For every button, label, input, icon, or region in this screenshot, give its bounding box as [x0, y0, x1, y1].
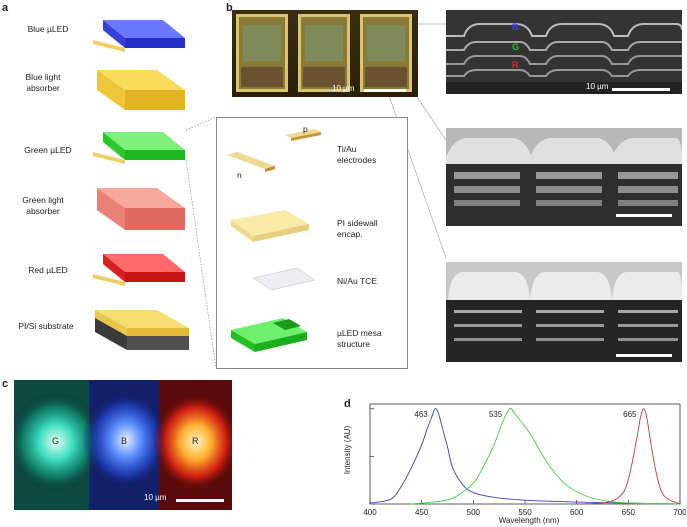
layer-label-green-uled: Green µLED	[24, 145, 72, 155]
ni-au-tce	[252, 267, 316, 291]
x-tick-label-650: 650	[622, 508, 636, 517]
ni-au-tce-label: Ni/Au TCE	[337, 276, 377, 286]
layer-label-substrate: PI/Si substrate	[18, 321, 74, 331]
series-layer	[369, 407, 681, 505]
optical-pixel-1	[236, 14, 288, 92]
panel-letter-b: b	[226, 2, 233, 14]
emission-label-g: G	[52, 436, 60, 446]
n-electrode	[227, 152, 275, 172]
spectrum-line-665	[576, 408, 681, 505]
emission-photo: G B R 10 µm	[14, 380, 232, 510]
layer-label-green-absorber: Green light absorber	[22, 195, 64, 216]
emission-scale-label: 10 µm	[144, 493, 167, 502]
green-uled-layer	[93, 132, 185, 164]
sem-letter-b: B	[512, 22, 519, 32]
optical-scale-bar	[364, 89, 406, 92]
x-axis-title: Wavelength (nm)	[499, 516, 560, 525]
sem-scale-bar-3	[616, 354, 672, 357]
optical-scale-label: 10 µm	[332, 84, 355, 93]
sem-image-2	[446, 128, 682, 226]
uled-structure-inset: p n Ti/Au electrodes PI sidewall encap. …	[216, 117, 408, 369]
red-uled-layer	[93, 254, 185, 286]
sem-image-3-drawing	[446, 262, 682, 362]
y-axis-title: Intensity (AU)	[344, 425, 352, 474]
x-tick-label-450: 450	[415, 508, 429, 517]
pi-sidewall	[231, 210, 309, 242]
substrate-layer	[95, 310, 189, 350]
ti-au-electrodes-label: Ti/Au electrodes	[337, 144, 377, 165]
sem-image-2-drawing	[446, 128, 682, 226]
optical-pixel-2	[298, 14, 350, 92]
sem-scale-bar-2	[616, 214, 672, 217]
optical-micrograph: 10 µm	[232, 10, 418, 97]
panel-letter-d: d	[344, 398, 351, 410]
spectra-chart: 400 450 500 550 600 650 700 463 535 665 Waveleng…	[344, 403, 686, 525]
sem-letter-g: G	[512, 42, 520, 52]
layer-stack-drawing	[93, 20, 189, 350]
layer-label-red-uled: Red µLED	[28, 265, 68, 275]
peak-label-535: 535	[489, 410, 503, 419]
spectrum-line-463	[369, 408, 681, 505]
layer-label-blue-absorber: Blue light absorber	[25, 72, 61, 93]
blue-uled-layer	[93, 20, 185, 52]
emission-label-b: B	[121, 436, 128, 446]
peak-labels: 463 535 665	[414, 410, 637, 419]
sem-scale-bar-1	[612, 88, 670, 91]
sem-image-1: B G R 10 µm	[446, 10, 682, 94]
green-absorber-layer	[97, 188, 185, 230]
blue-absorber-layer	[97, 70, 185, 110]
optical-pixel-3	[360, 14, 412, 92]
panel-letter-a: a	[2, 2, 9, 14]
emission-label-r: R	[192, 436, 199, 446]
emission-photo-drawing	[14, 380, 232, 510]
sem-scale-label: 10 µm	[586, 82, 609, 91]
spectrum-line-535	[411, 407, 681, 505]
x-tick-label-600: 600	[570, 508, 584, 517]
emission-scale-bar	[176, 499, 224, 502]
p-label: p	[303, 124, 308, 134]
pi-sidewall-label: PI sidewall encap.	[337, 218, 378, 239]
x-tick-label-500: 500	[467, 508, 481, 517]
x-tick-label-550: 550	[518, 508, 532, 517]
sem-image-1-drawing	[446, 10, 682, 94]
x-tick-label-400: 400	[363, 508, 377, 517]
uled-mesa	[231, 318, 307, 352]
layer-label-blue-uled: Blue µLED	[27, 24, 69, 34]
panel-letter-c: c	[2, 378, 9, 390]
peak-label-665: 665	[623, 410, 637, 419]
sem-image-3	[446, 262, 682, 362]
p-electrode	[285, 129, 321, 141]
mesa-structure-label: µLED mesa structure	[337, 328, 382, 349]
n-label: n	[237, 170, 242, 180]
sem-letter-r: R	[512, 60, 519, 70]
x-tick-label-700: 700	[673, 508, 686, 517]
peak-label-463: 463	[414, 410, 428, 419]
uled-structure-drawing	[227, 129, 321, 352]
x-axis-ticks: 400 450 500 550 600 650 700	[363, 500, 686, 517]
